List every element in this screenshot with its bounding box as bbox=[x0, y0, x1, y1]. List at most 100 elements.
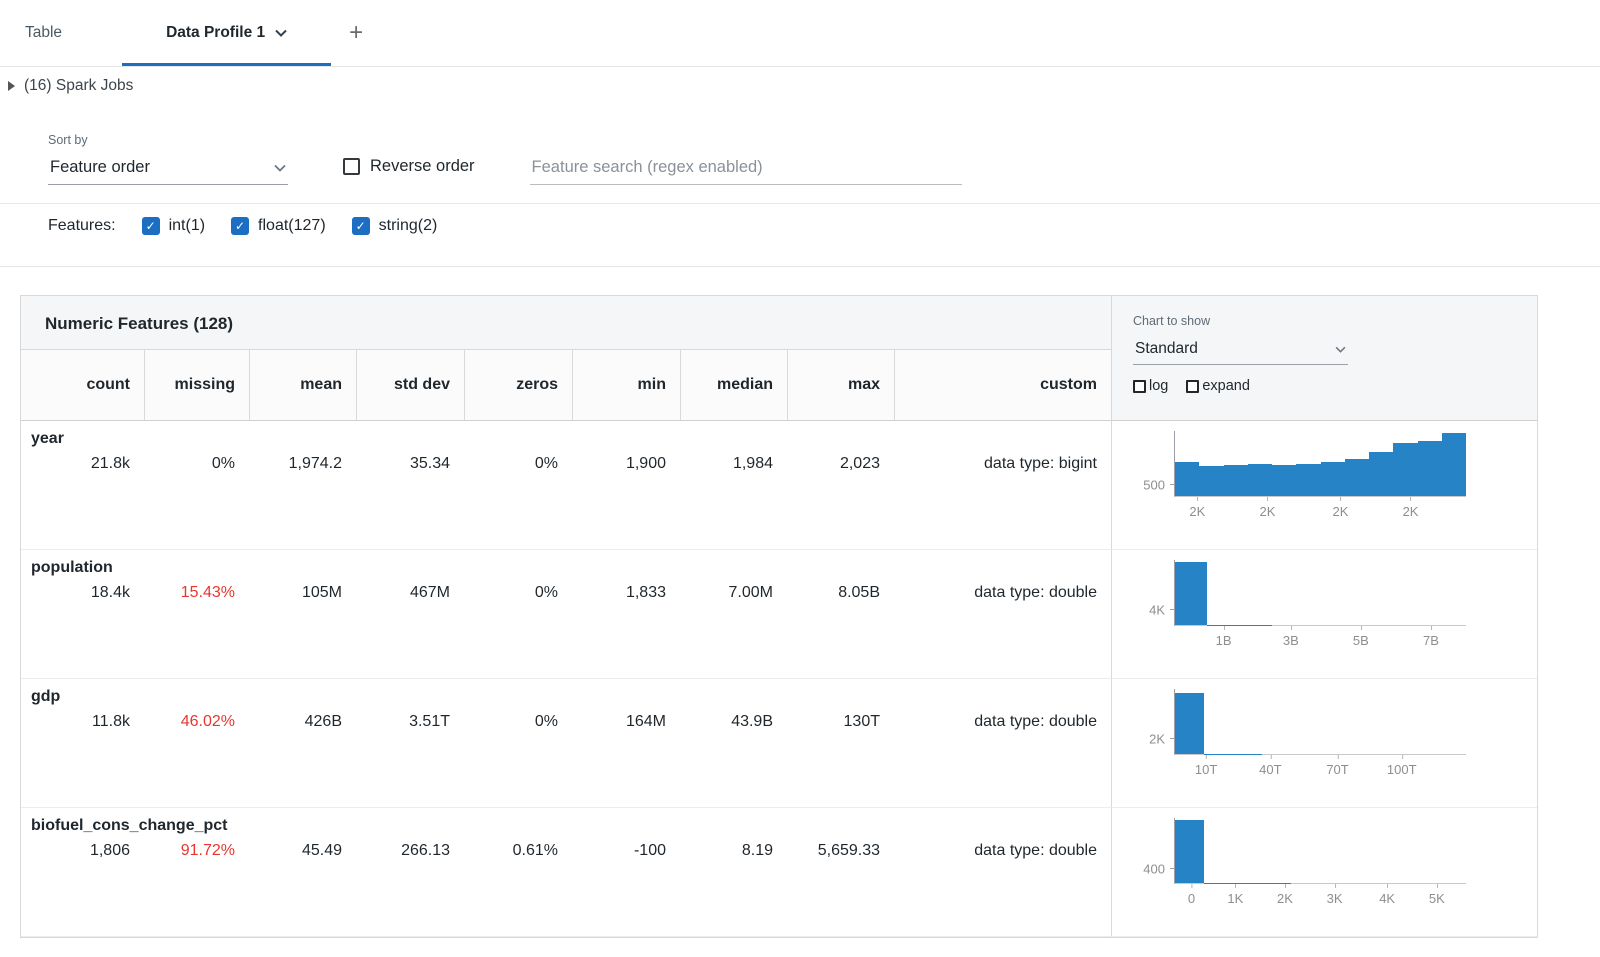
histogram-bar bbox=[1417, 440, 1442, 496]
filter-int[interactable]: ✓ int(1) bbox=[141, 217, 206, 235]
y-tick-mark bbox=[1170, 484, 1174, 486]
cell-missing: 15.43% bbox=[180, 584, 235, 601]
x-tick-label: 70T bbox=[1326, 755, 1349, 777]
cell-std-dev: 3.51T bbox=[409, 713, 450, 730]
chevron-down-icon bbox=[1335, 340, 1346, 358]
y-axis: 500 bbox=[1134, 431, 1174, 497]
histogram-bar bbox=[1344, 458, 1369, 496]
cell-custom: data type: double bbox=[974, 713, 1097, 730]
cell-zeros: 0% bbox=[534, 584, 558, 601]
cell-missing: 46.02% bbox=[180, 713, 235, 730]
cell-zeros: 0% bbox=[534, 455, 558, 472]
cell-max: 2,023 bbox=[839, 455, 880, 472]
cell-std-dev: 266.13 bbox=[401, 842, 450, 859]
cell-missing: 91.72% bbox=[180, 842, 235, 859]
x-tick-label: 5K bbox=[1428, 884, 1445, 906]
histogram-population: 4K 1B 3B 5B 7B bbox=[1134, 560, 1466, 652]
cell-mean: 105M bbox=[301, 584, 342, 601]
col-custom: custom bbox=[894, 349, 1111, 420]
histogram-bar bbox=[1393, 442, 1418, 496]
histogram-gdp: 2K 10T 40T 70T 100T bbox=[1134, 689, 1466, 781]
checkbox-unchecked-icon[interactable] bbox=[343, 158, 360, 175]
checkbox-unchecked-icon[interactable] bbox=[1133, 379, 1146, 393]
cell-zeros: 0% bbox=[534, 713, 558, 730]
sort-by-value: Feature order bbox=[50, 158, 150, 176]
cell-min: -100 bbox=[633, 842, 666, 859]
cell-mean: 1,974.2 bbox=[288, 455, 342, 472]
filter-string[interactable]: ✓ string(2) bbox=[351, 217, 438, 235]
chart-type-select[interactable]: Standard bbox=[1133, 334, 1348, 365]
x-tick-label: 3B bbox=[1282, 626, 1299, 648]
histogram-bar bbox=[1441, 433, 1466, 496]
y-axis: 2K bbox=[1134, 689, 1174, 755]
filter-int-label: int(1) bbox=[168, 217, 206, 234]
table-row: gdp 11.8k 46.02% 426B 3.51T 0% 164M 43.9… bbox=[21, 679, 1111, 808]
chart-cell: 400 0 1K 2K 3K 4K 5K bbox=[1111, 808, 1537, 937]
tab-data-profile[interactable]: Data Profile 1 bbox=[122, 0, 332, 66]
col-std-dev: std dev bbox=[356, 349, 464, 420]
x-axis: 1B 3B 5B 7B bbox=[1174, 626, 1466, 652]
reverse-order-checkbox[interactable]: Reverse order bbox=[343, 157, 475, 185]
cell-zeros: 0.61% bbox=[512, 842, 558, 859]
x-tick-label: 40T bbox=[1259, 755, 1282, 777]
profile-controls: Sort by Feature order Reverse order bbox=[48, 133, 1600, 185]
filter-float[interactable]: ✓ float(127) bbox=[231, 217, 326, 235]
histogram-year: 500 2K 2K 2K 2K bbox=[1134, 431, 1466, 523]
x-tick-label: 10T bbox=[1194, 755, 1218, 777]
log-checkbox[interactable]: log bbox=[1133, 378, 1168, 394]
x-axis: 0 1K 2K 3K 4K 5K bbox=[1174, 884, 1466, 910]
sort-by-select[interactable]: Feature order bbox=[48, 151, 288, 185]
x-tick-label: 7B bbox=[1423, 626, 1439, 648]
cell-max: 5,659.33 bbox=[817, 842, 880, 859]
histogram-bar bbox=[1296, 463, 1321, 496]
cell-max: 8.05B bbox=[838, 584, 880, 601]
x-tick-label: 0 bbox=[1187, 884, 1196, 906]
table-row: biofuel_cons_change_pct 1,806 91.72% 45.… bbox=[21, 808, 1111, 937]
histogram-plot bbox=[1174, 431, 1466, 497]
x-axis: 2K 2K 2K 2K bbox=[1174, 497, 1466, 523]
x-tick-label: 1B bbox=[1215, 626, 1232, 648]
tab-table[interactable]: Table bbox=[25, 0, 122, 66]
cell-count: 18.4k bbox=[90, 584, 130, 601]
filter-string-label: string(2) bbox=[378, 217, 438, 234]
x-tick-label: 100T bbox=[1386, 755, 1417, 777]
divider bbox=[0, 266, 1600, 267]
checkbox-checked-icon[interactable]: ✓ bbox=[141, 217, 160, 235]
histogram-bar bbox=[1272, 464, 1297, 496]
checkbox-unchecked-icon[interactable] bbox=[1186, 379, 1200, 393]
histogram-bar bbox=[1247, 464, 1272, 496]
chart-cell: 500 2K 2K 2K 2K bbox=[1111, 421, 1537, 550]
cell-median: 8.19 bbox=[741, 842, 773, 859]
chevron-down-icon[interactable] bbox=[275, 24, 287, 42]
cell-max: 130T bbox=[843, 713, 880, 730]
y-tick-mark bbox=[1170, 868, 1174, 870]
col-max: max bbox=[787, 349, 894, 420]
chart-controls: Chart to show Standard log expand bbox=[1111, 296, 1537, 421]
add-tab-button[interactable]: + bbox=[349, 19, 364, 46]
x-tick-label: 5B bbox=[1352, 626, 1369, 648]
cell-median: 1,984 bbox=[732, 455, 773, 472]
spark-jobs-label: (16) Spark Jobs bbox=[24, 77, 134, 94]
histogram-plot bbox=[1174, 560, 1466, 626]
checkbox-checked-icon[interactable]: ✓ bbox=[231, 217, 250, 235]
cell-mean: 426B bbox=[304, 713, 342, 730]
histogram-plot bbox=[1174, 818, 1466, 884]
x-axis: 10T 40T 70T 100T bbox=[1174, 755, 1466, 781]
x-tick-label: 2K bbox=[1189, 497, 1206, 519]
cell-custom: data type: double bbox=[974, 842, 1097, 859]
x-tick-label: 2K bbox=[1402, 497, 1419, 519]
spark-jobs-toggle[interactable]: (16) Spark Jobs bbox=[0, 67, 1600, 103]
histogram-bar bbox=[1175, 693, 1205, 754]
expand-checkbox[interactable]: expand bbox=[1186, 378, 1250, 394]
cell-count: 21.8k bbox=[90, 455, 130, 472]
feature-search-input[interactable] bbox=[529, 151, 962, 185]
table-row: year 21.8k 0% 1,974.2 35.34 0% 1,900 1,9… bbox=[21, 421, 1111, 550]
histogram-bar bbox=[1369, 451, 1394, 496]
checkbox-checked-icon[interactable]: ✓ bbox=[351, 217, 370, 235]
chart-to-show-label: Chart to show bbox=[1133, 314, 1211, 328]
col-mean: mean bbox=[249, 349, 356, 420]
histogram-bar bbox=[1175, 819, 1205, 883]
tab-table-label: Table bbox=[25, 24, 63, 41]
x-tick-label: 2K bbox=[1277, 884, 1293, 906]
tab-bar: Table Data Profile 1 + bbox=[0, 0, 1600, 67]
